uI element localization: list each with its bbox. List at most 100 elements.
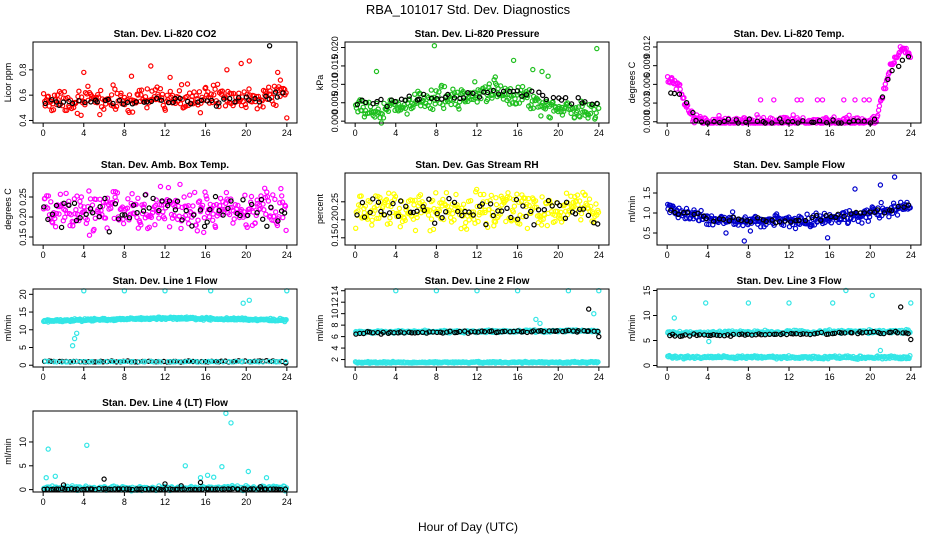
data-point	[267, 486, 273, 492]
data-point	[53, 99, 60, 105]
data-point	[68, 486, 75, 492]
data-point	[240, 197, 246, 203]
data-point	[423, 330, 430, 336]
panel-10: Stan. Dev. Line 4 (LT) Flow 0 4 8 12 16 20 24 0 5…	[3, 398, 298, 507]
data-point	[71, 335, 78, 342]
y-tick-label: 0.000	[330, 110, 340, 133]
data-point	[152, 221, 158, 228]
data-point	[138, 87, 145, 93]
data-point	[52, 473, 59, 479]
data-point	[431, 43, 438, 49]
data-point	[487, 201, 494, 207]
y-tick-label: 0	[18, 487, 28, 492]
data-point	[45, 446, 51, 452]
data-point	[97, 87, 104, 94]
data-point	[264, 223, 270, 229]
data-point	[396, 101, 402, 107]
data-point	[120, 220, 127, 227]
x-tick-label: 24	[906, 372, 916, 382]
data-point	[735, 216, 742, 222]
data-point	[739, 331, 745, 337]
y-axis-label: percent	[315, 193, 325, 224]
data-point	[112, 106, 119, 112]
data-point	[172, 95, 178, 102]
data-point	[676, 91, 683, 97]
data-point	[445, 91, 451, 98]
y-tick-label: 8	[330, 323, 340, 328]
data-point	[729, 209, 736, 215]
data-point	[84, 442, 90, 448]
data-point	[354, 212, 360, 218]
data-point	[111, 486, 118, 492]
data-point	[177, 95, 183, 102]
data-point	[499, 329, 505, 335]
data-point	[104, 225, 110, 231]
data-point	[134, 209, 140, 216]
data-point	[53, 486, 60, 492]
data-point	[430, 226, 437, 232]
data-point	[197, 109, 204, 116]
x-tick-label: 16	[825, 128, 835, 138]
x-tick-label: 24	[282, 497, 292, 507]
data-point	[452, 329, 458, 336]
data-point	[468, 197, 474, 204]
data-point	[275, 218, 281, 224]
data-point	[100, 486, 106, 492]
data-point	[455, 103, 461, 110]
data-point	[138, 92, 144, 98]
data-point	[828, 213, 834, 220]
data-point	[266, 96, 272, 102]
x-tick-label: 0	[353, 128, 358, 138]
data-point	[823, 212, 829, 219]
data-point	[148, 98, 155, 105]
data-point	[849, 330, 855, 336]
data-point	[444, 329, 450, 335]
data-point	[481, 191, 487, 198]
data-point	[586, 306, 592, 312]
data-point	[536, 89, 542, 95]
data-point	[511, 203, 518, 209]
data-point	[219, 464, 225, 470]
panel-points	[352, 288, 602, 366]
data-point	[563, 190, 570, 196]
data-point	[466, 209, 472, 215]
data-point	[708, 332, 714, 339]
data-point	[790, 331, 796, 337]
data-point	[204, 196, 210, 202]
data-point	[906, 355, 912, 362]
data-point	[508, 214, 514, 221]
data-point	[443, 189, 450, 196]
data-point	[796, 217, 802, 224]
plot-frame	[32, 410, 298, 493]
data-point	[808, 221, 814, 228]
data-point	[898, 304, 904, 310]
y-axis-label: degrees C	[627, 61, 637, 103]
data-point	[190, 203, 196, 209]
data-point	[552, 218, 558, 225]
data-point	[118, 90, 124, 96]
data-point	[165, 96, 171, 103]
data-point	[88, 99, 94, 105]
data-point	[703, 215, 709, 222]
data-point	[414, 208, 420, 214]
data-point	[466, 217, 472, 223]
data-point	[585, 115, 591, 121]
data-point	[135, 225, 141, 231]
x-tick-label: 20	[553, 250, 563, 260]
data-point	[848, 211, 854, 217]
y-tick-label: 10	[642, 310, 652, 320]
data-point	[242, 192, 248, 198]
data-point	[370, 196, 376, 202]
data-point	[730, 331, 737, 338]
data-point	[381, 212, 388, 218]
x-tick-label: 0	[665, 372, 670, 382]
panel-title: Stan. Dev. Li-820 CO2	[114, 29, 217, 40]
data-point	[427, 207, 433, 213]
data-point	[209, 217, 216, 223]
data-point	[385, 108, 392, 115]
data-point	[789, 118, 796, 125]
data-point	[197, 479, 204, 486]
data-point	[69, 100, 76, 107]
data-point	[541, 206, 548, 213]
data-point	[202, 359, 209, 365]
